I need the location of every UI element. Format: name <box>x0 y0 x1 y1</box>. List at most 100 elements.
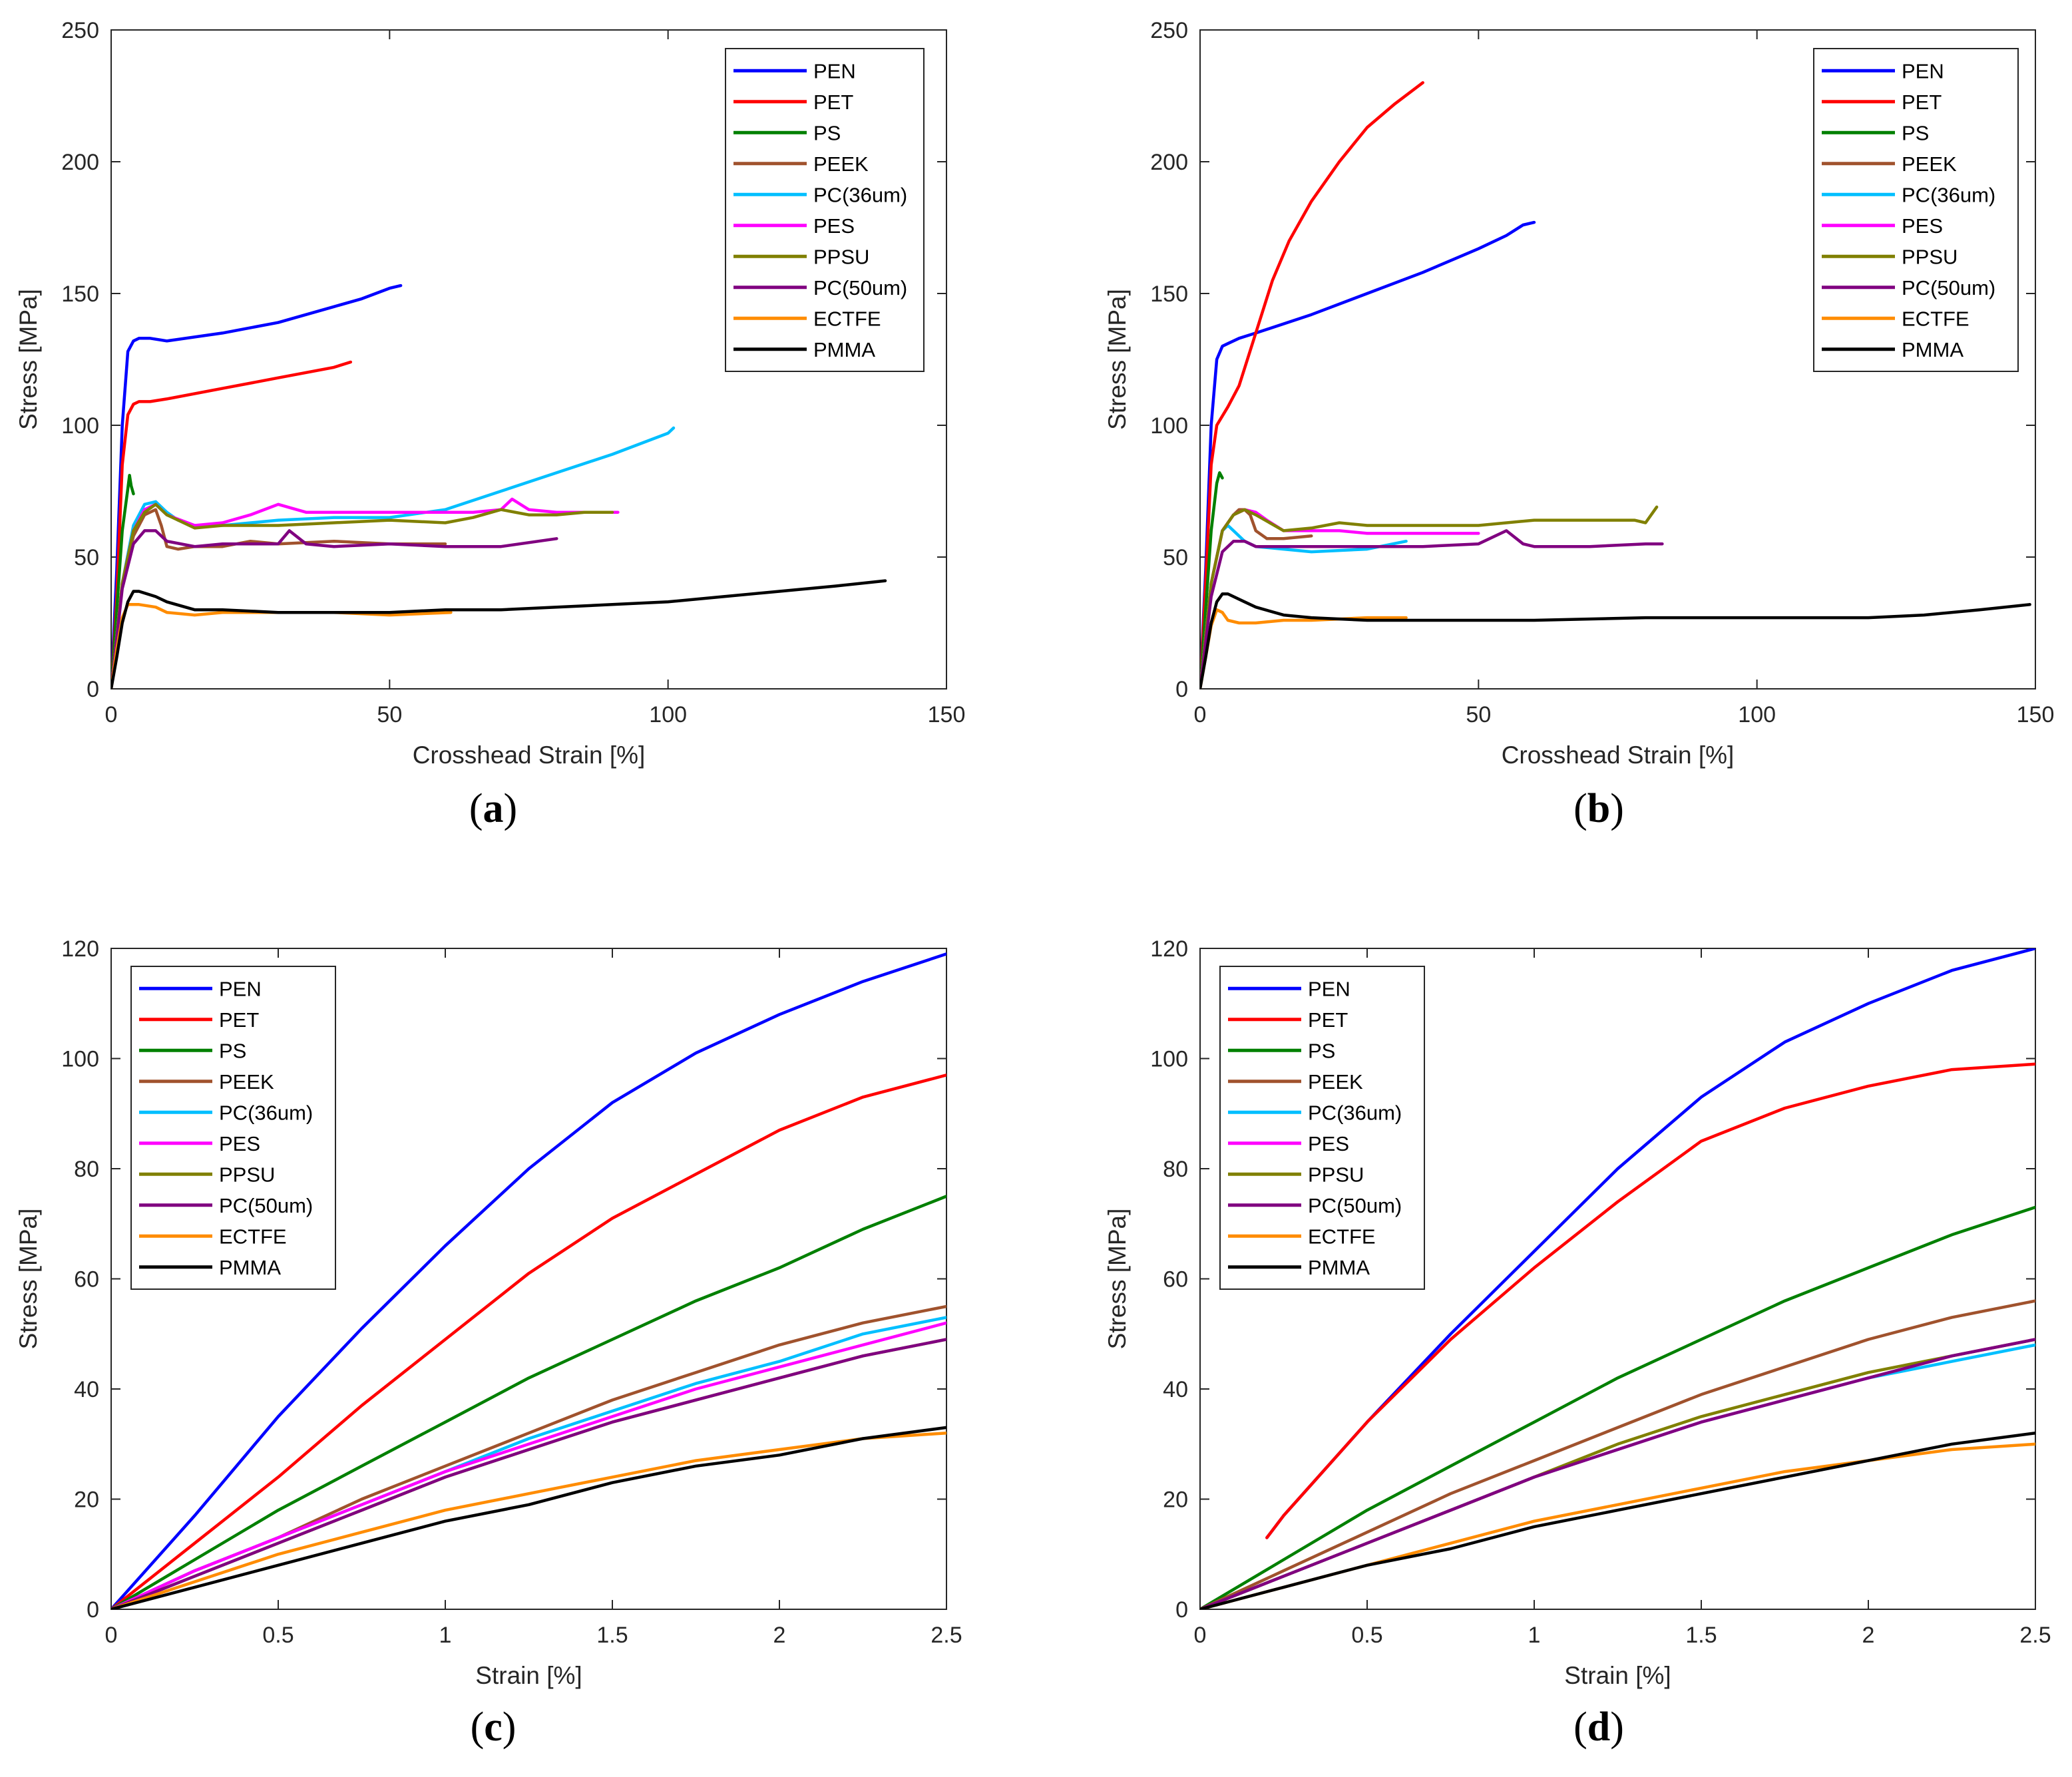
y-tick-label: 200 <box>1150 150 1188 175</box>
series-line-pes <box>111 497 620 689</box>
legend-entry: PC(50um) <box>1902 276 1995 299</box>
x-tick-label: 0 <box>105 1623 118 1648</box>
legend-entry: PC(36um) <box>219 1101 313 1124</box>
y-tick-label: 100 <box>61 1047 99 1072</box>
x-tick-label: 2 <box>1862 1623 1875 1648</box>
series-line-pc-36um- <box>111 426 676 689</box>
y-tick-label: 150 <box>1150 282 1188 307</box>
y-tick-label: 0 <box>1175 677 1188 702</box>
legend-entry: PET <box>813 91 853 114</box>
panel-label: (c) <box>471 1704 517 1750</box>
series-line-ps <box>111 473 135 689</box>
series-line-pc-50um- <box>1200 1338 2035 1609</box>
y-tick-label: 40 <box>74 1377 99 1402</box>
series-group <box>111 284 887 689</box>
x-tick-label: 1 <box>1528 1623 1541 1648</box>
series-line-ppsu <box>111 502 614 689</box>
series-line-pmma <box>111 1426 946 1609</box>
series-line-pmma <box>111 579 887 689</box>
series-line-pen <box>111 952 946 1609</box>
y-tick-label: 50 <box>74 545 99 570</box>
legend-entry: PEEK <box>1902 152 1957 176</box>
x-axis-label: Crosshead Strain [%] <box>413 741 646 769</box>
x-tick-label: 2.5 <box>2019 1623 2051 1648</box>
y-tick-label: 150 <box>61 282 99 307</box>
series-group <box>111 952 946 1609</box>
legend-entry: PEEK <box>813 152 869 176</box>
legend-entry: PEN <box>219 977 262 1000</box>
legend-entry: PEN <box>1308 977 1350 1000</box>
y-tick-label: 100 <box>1150 1047 1188 1072</box>
legend-entry: PEEK <box>219 1070 274 1093</box>
legend-entry: PC(50um) <box>813 276 907 299</box>
legend-entry: PS <box>219 1039 246 1062</box>
x-axis-label: Crosshead Strain [%] <box>1502 741 1735 769</box>
legend-entry: PC(36um) <box>1308 1101 1402 1124</box>
legend-entry: PS <box>813 121 841 144</box>
x-tick-label: 1.5 <box>596 1623 628 1648</box>
legend-entry: PS <box>1902 121 1929 144</box>
x-tick-label: 150 <box>2017 702 2055 727</box>
series-line-pet <box>111 360 353 689</box>
legend-entry: PES <box>1308 1132 1349 1155</box>
panel-label: (d) <box>1573 1704 1624 1750</box>
chart-panel-b: 0 50 100 150 0 50 100 150 200 250 Crosshead Strain… <box>1104 18 2054 831</box>
series-line-pc-50um- <box>111 529 558 689</box>
x-tick-label: 0.5 <box>1351 1623 1382 1648</box>
series-line-pet <box>1265 1062 2035 1539</box>
legend-entry: PPSU <box>219 1163 275 1186</box>
y-tick-label: 80 <box>1163 1157 1188 1182</box>
y-tick-label: 0 <box>87 677 99 702</box>
series-line-ps <box>1200 1205 2035 1609</box>
y-axis-label: Stress [MPa] <box>1104 289 1131 430</box>
x-tick-label: 0 <box>1194 702 1207 727</box>
y-tick-label: 40 <box>1163 1377 1188 1402</box>
x-tick-label: 100 <box>649 702 687 727</box>
y-tick-label: 200 <box>61 150 99 175</box>
y-axis-label: Stress [MPa] <box>15 1209 42 1350</box>
legend-entry: PET <box>219 1008 259 1032</box>
legend-entry: PEEK <box>1308 1070 1363 1093</box>
y-tick-label: 60 <box>1163 1267 1188 1292</box>
legend-entry: PC(50um) <box>219 1194 313 1217</box>
legend-entry: PET <box>1308 1008 1348 1032</box>
series-line-ectfe <box>111 1431 946 1609</box>
series-line-pmma <box>1200 592 2031 689</box>
x-axis-label: Strain [%] <box>475 1662 582 1689</box>
legend-entry: PMMA <box>813 338 875 361</box>
series-line-ps <box>1200 471 1224 689</box>
series-line-pes <box>111 1321 946 1609</box>
y-tick-label: 120 <box>1150 936 1188 962</box>
legend-entry: PEN <box>813 59 856 83</box>
y-tick-label: 20 <box>74 1487 99 1513</box>
panel-label: (b) <box>1573 786 1624 831</box>
panel-label: (a) <box>469 786 517 831</box>
x-axis-label: Strain [%] <box>1564 1662 1671 1689</box>
y-tick-label: 20 <box>1163 1487 1188 1513</box>
legend-entry: ECTFE <box>813 307 881 330</box>
y-axis-label: Stress [MPa] <box>15 289 42 430</box>
chart-panel-c: 0 0.5 1 1.5 2 2.5 0 20 40 60 80 100 120 Strain [%] Str… <box>15 936 962 1750</box>
legend-entry: ECTFE <box>219 1225 287 1248</box>
x-tick-label: 100 <box>1738 702 1776 727</box>
legend: PEN PET PS PEEK PC(36um) PES PPSU PC(50um) ECTFE… <box>130 966 336 1290</box>
series-line-pet <box>111 1074 946 1609</box>
x-tick-label: 150 <box>928 702 966 727</box>
legend-entry: PPSU <box>1308 1163 1364 1186</box>
legend-entry: PES <box>219 1132 260 1155</box>
y-tick-label: 100 <box>61 413 99 439</box>
legend-entry: PMMA <box>1308 1256 1370 1279</box>
legend-entry: PET <box>1902 91 1942 114</box>
y-tick-label: 50 <box>1163 545 1188 570</box>
series-line-pen <box>111 284 403 689</box>
x-tick-label: 1 <box>439 1623 452 1648</box>
legend-entry: PMMA <box>1902 338 1964 361</box>
y-axis-label: Stress [MPa] <box>1104 1209 1131 1350</box>
series-line-pc-50um- <box>111 1338 946 1609</box>
x-tick-label: 0.5 <box>262 1623 294 1648</box>
y-tick-label: 0 <box>1175 1597 1188 1623</box>
legend-entry: PES <box>1902 214 1943 238</box>
y-tick-label: 250 <box>1150 18 1188 43</box>
series-line-pmma <box>1200 1431 2035 1609</box>
